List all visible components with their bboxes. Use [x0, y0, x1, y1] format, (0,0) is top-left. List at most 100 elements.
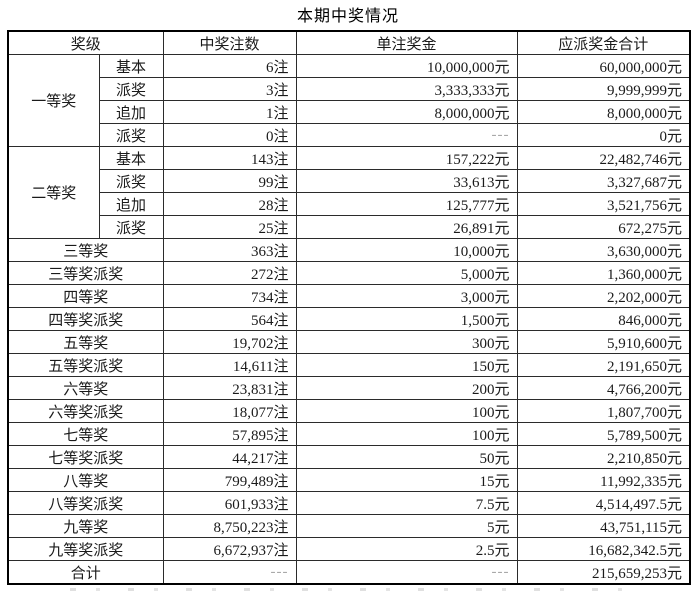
table-row: 派奖 0注 --- 0元 [8, 123, 691, 147]
total-cell: 2,191,650元 [516, 353, 691, 377]
table-row: 四等奖 734注 3,000元 2,202,000元 [7, 284, 691, 308]
prize-level-cell: 五等奖派奖 [7, 353, 164, 377]
prize-cell: 157,222元 [295, 146, 518, 170]
count-cell: 18,077注 [162, 399, 297, 423]
prize-level-cell: 七等奖 [7, 422, 164, 446]
total-cell: 8,000,000元 [516, 100, 691, 124]
header-total-payout: 应派奖金合计 [516, 30, 691, 55]
prize-cell: 26,891元 [295, 215, 518, 239]
prize-cell: --- [295, 560, 518, 585]
prize-cell: 5,000元 [295, 261, 518, 285]
count-cell: 564注 [162, 307, 297, 331]
table-row: 六等奖派奖 18,077注 100元 1,807,700元 [7, 399, 691, 423]
total-cell: 3,327,687元 [516, 169, 691, 193]
prize-cell: 2.5元 [295, 537, 518, 561]
sub-type-cell: 追加 [98, 192, 164, 216]
header-winning-bets: 中奖注数 [162, 30, 297, 55]
prize-cell: 300元 [295, 330, 518, 354]
prize-level-cell: 三等奖派奖 [7, 261, 164, 285]
count-cell: 363注 [162, 238, 297, 262]
table-row: 派奖 3注 3,333,333元 9,999,999元 [8, 77, 691, 101]
cutoff-text-remnant [70, 588, 630, 591]
prize-level-cell: 七等奖派奖 [7, 445, 164, 469]
total-cell: 60,000,000元 [516, 54, 691, 78]
total-label-cell: 合计 [7, 560, 164, 585]
table-row: 七等奖 57,895注 100元 5,789,500元 [7, 422, 691, 446]
prize-cell: 3,000元 [295, 284, 518, 308]
prize-cell: 1,500元 [295, 307, 518, 331]
total-cell: 4,514,497.5元 [516, 491, 691, 515]
table-row: 派奖 99注 33,613元 3,327,687元 [8, 169, 691, 193]
prize-cell: 100元 [295, 422, 518, 446]
count-cell: 143注 [162, 146, 297, 170]
prize-level-cell: 五等奖 [7, 330, 164, 354]
table-row: 一等奖 基本 6注 10,000,000元 60,000,000元 [7, 54, 691, 147]
sub-type-cell: 派奖 [98, 77, 164, 101]
total-cell: 1,360,000元 [516, 261, 691, 285]
table-row: 二等奖 基本 143注 157,222元 22,482,746元 [7, 146, 691, 239]
total-cell: 16,682,342.5元 [516, 537, 691, 561]
prize-cell: 5元 [295, 514, 518, 538]
total-cell: 3,630,000元 [516, 238, 691, 262]
count-cell: 1注 [162, 100, 297, 124]
table-row: 五等奖派奖 14,611注 150元 2,191,650元 [7, 353, 691, 377]
prize-level-cell: 六等奖 [7, 376, 164, 400]
prize-cell: 125,777元 [295, 192, 518, 216]
total-cell: 1,807,700元 [516, 399, 691, 423]
count-cell: --- [162, 560, 297, 585]
prize-results-table: 奖级 中奖注数 单注奖金 应派奖金合计 一等奖 基本 6注 10,000,000… [7, 30, 692, 585]
count-cell: 19,702注 [162, 330, 297, 354]
count-cell: 23,831注 [162, 376, 297, 400]
table-row: 六等奖 23,831注 200元 4,766,200元 [7, 376, 691, 400]
table-row: 八等奖 799,489注 15元 11,992,335元 [7, 468, 691, 492]
total-row: 合计 --- --- 215,659,253元 [7, 560, 691, 585]
count-cell: 99注 [162, 169, 297, 193]
total-cell: 2,202,000元 [516, 284, 691, 308]
sub-type-cell: 基本 [98, 146, 164, 170]
total-cell: 672,275元 [516, 215, 691, 239]
total-cell: 5,789,500元 [516, 422, 691, 446]
total-cell: 43,751,115元 [516, 514, 691, 538]
prize-level-cell: 九等奖派奖 [7, 537, 164, 561]
prize-group-label: 一等奖 [7, 54, 100, 147]
prize-cell: --- [295, 123, 518, 147]
prize-cell: 3,333,333元 [295, 77, 518, 101]
total-cell: 4,766,200元 [516, 376, 691, 400]
prize-cell: 10,000元 [295, 238, 518, 262]
prize-group-label: 二等奖 [7, 146, 100, 239]
total-cell: 11,992,335元 [516, 468, 691, 492]
sub-type-cell: 派奖 [98, 169, 164, 193]
count-cell: 272注 [162, 261, 297, 285]
prize-level-cell: 八等奖 [7, 468, 164, 492]
count-cell: 734注 [162, 284, 297, 308]
count-cell: 6,672,937注 [162, 537, 297, 561]
count-cell: 3注 [162, 77, 297, 101]
table-row: 追加 1注 8,000,000元 8,000,000元 [8, 100, 691, 124]
sub-type-cell: 派奖 [98, 215, 164, 239]
total-cell: 22,482,746元 [516, 146, 691, 170]
header-prize-level: 奖级 [7, 30, 164, 55]
total-cell: 0元 [516, 123, 691, 147]
table-row: 四等奖派奖 564注 1,500元 846,000元 [7, 307, 691, 331]
prize-level-cell: 九等奖 [7, 514, 164, 538]
prize-cell: 8,000,000元 [295, 100, 518, 124]
table-row: 派奖 25注 26,891元 672,275元 [8, 215, 691, 239]
prize-cell: 33,613元 [295, 169, 518, 193]
count-cell: 44,217注 [162, 445, 297, 469]
count-cell: 28注 [162, 192, 297, 216]
prize-cell: 15元 [295, 468, 518, 492]
total-cell: 5,910,600元 [516, 330, 691, 354]
prize-cell: 50元 [295, 445, 518, 469]
sub-type-cell: 基本 [98, 54, 164, 78]
table-row: 七等奖派奖 44,217注 50元 2,210,850元 [7, 445, 691, 469]
count-cell: 14,611注 [162, 353, 297, 377]
table-row: 八等奖派奖 601,933注 7.5元 4,514,497.5元 [7, 491, 691, 515]
total-cell: 2,210,850元 [516, 445, 691, 469]
count-cell: 601,933注 [162, 491, 297, 515]
prize-level-cell: 六等奖派奖 [7, 399, 164, 423]
prize-cell: 7.5元 [295, 491, 518, 515]
table-row: 五等奖 19,702注 300元 5,910,600元 [7, 330, 691, 354]
total-cell: 3,521,756元 [516, 192, 691, 216]
prize-cell: 200元 [295, 376, 518, 400]
prize-cell: 150元 [295, 353, 518, 377]
